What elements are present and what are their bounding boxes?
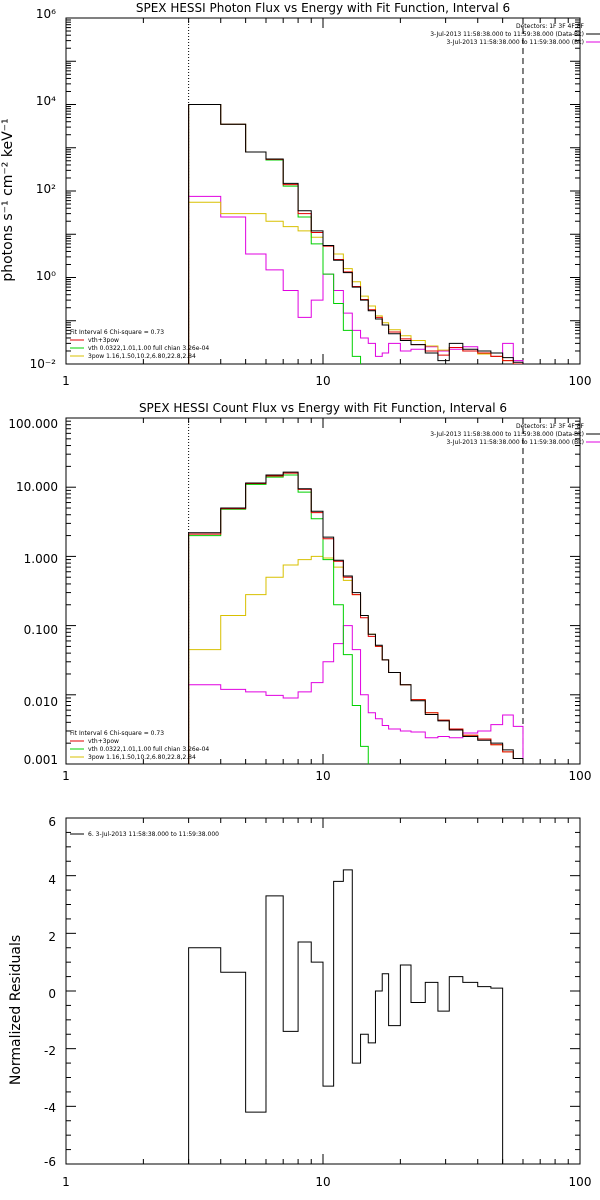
count-legend-total: vth+3pow: [88, 738, 119, 745]
photon-ytick: 10⁰: [36, 269, 56, 283]
photon-ytick: 10²: [36, 182, 56, 196]
series-vth-line: [188, 104, 362, 364]
count-ytick: 100.000: [8, 417, 58, 431]
count-legend-vth: vth 0.0322,1.01,1.00 full chian 3.26e-04: [88, 746, 209, 753]
photon-panel-ylabel: photons s⁻¹ cm⁻² keV⁻¹: [0, 118, 16, 281]
series-data-bk-line: [188, 471, 535, 764]
count-xtick: 1: [62, 769, 70, 783]
count-ytick: 0.100: [24, 623, 58, 637]
residuals-ytick: -4: [44, 1101, 56, 1115]
series-vth-3pow-line: [188, 104, 524, 364]
photon-xtick: 10: [315, 374, 330, 388]
count-legend-bk: 3-Jul-2013 11:58:38.000 to 11:59:38.000 …: [446, 439, 584, 446]
residuals-ytick: 2: [48, 930, 56, 944]
count-legend-fit: Fit Interval 6 Chi-square = 0.73: [70, 730, 164, 737]
series-bk-line: [188, 195, 524, 364]
plot-frame: [65, 17, 581, 365]
count-ytick: 0.010: [24, 695, 58, 709]
photon-legend-data: 3-Jul-2013 11:58:38.000 to 11:59:38.000 …: [430, 31, 584, 38]
series-bk-line: [188, 625, 524, 764]
residuals-panel: Normalized Residuals 6. 3-Jul-2013 11:58…: [8, 815, 591, 1189]
photon-ytick: 10⁴: [36, 94, 56, 108]
photon-legend-fit: Fit Interval 6 Chi-square = 0.73: [70, 329, 164, 336]
residuals-ytick: 6: [48, 815, 56, 829]
residuals-legend: 6. 3-Jul-2013 11:58:38.000 to 11:59:38.0…: [88, 831, 219, 838]
photon-xtick: 100: [569, 374, 592, 388]
photon-legend-pow: 3pow 1.16,1.50,10.2,6.80,22.8,2.84: [88, 353, 196, 360]
plot-frame: [65, 417, 581, 765]
photon-panel-title: SPEX HESSI Photon Flux vs Energy with Fi…: [136, 1, 510, 15]
series-3pow-line: [188, 555, 535, 764]
residuals-ytick: -2: [44, 1044, 56, 1058]
photon-legend-detectors: Detectors: 1F 3F 4F 8F: [516, 23, 585, 30]
series-vth-line: [188, 474, 369, 764]
photon-legend-vth: vth 0.0322,1.01,1.00 full chian 3.26e-04: [88, 345, 209, 352]
photon-xtick: 1: [62, 374, 70, 388]
residuals-xtick: 10: [315, 1175, 330, 1189]
residuals-ytick: 4: [48, 873, 56, 887]
count-ytick: 0.001: [24, 753, 58, 767]
count-xtick: 100: [569, 769, 592, 783]
series-3pow-line: [188, 201, 524, 364]
series-vth-3pow-line: [188, 472, 535, 764]
residuals-ylabel: Normalized Residuals: [8, 935, 24, 1085]
photon-ytick: 10⁶: [36, 7, 56, 21]
count-legend-detectors: Detectors: 1F 3F 4F 8F: [516, 423, 585, 430]
photon-legend-bk: 3-Jul-2013 11:58:38.000 to 11:59:38.000 …: [446, 39, 584, 46]
residuals-ytick: 0: [48, 987, 56, 1001]
count-ytick: 10.000: [16, 480, 58, 494]
count-panel-title: SPEX HESSI Count Flux vs Energy with Fit…: [139, 401, 507, 415]
residuals-ytick: -6: [44, 1155, 56, 1169]
count-legend-pow: 3pow 1.16,1.50,10.2,6.80,22.8,2.84: [88, 754, 196, 761]
count-ytick: 1.000: [24, 552, 58, 566]
count-xtick: 10: [315, 769, 330, 783]
photon-flux-panel: SPEX HESSI Photon Flux vs Energy with Fi…: [0, 1, 600, 388]
series-data-bk-line: [188, 104, 524, 364]
residuals-xtick: 1: [62, 1175, 70, 1189]
residuals-xtick: 100: [569, 1175, 592, 1189]
series-6-3-jul-2013-11-58-38-000-to-11-59-38-000-line: [188, 869, 504, 1164]
photon-ytick: 10⁻²: [30, 357, 57, 371]
count-flux-panel: SPEX HESSI Count Flux vs Energy with Fit…: [8, 401, 600, 783]
photon-legend-total: vth+3pow: [88, 337, 119, 344]
count-legend-data: 3-Jul-2013 11:58:38.000 to 11:59:38.000 …: [430, 431, 584, 438]
